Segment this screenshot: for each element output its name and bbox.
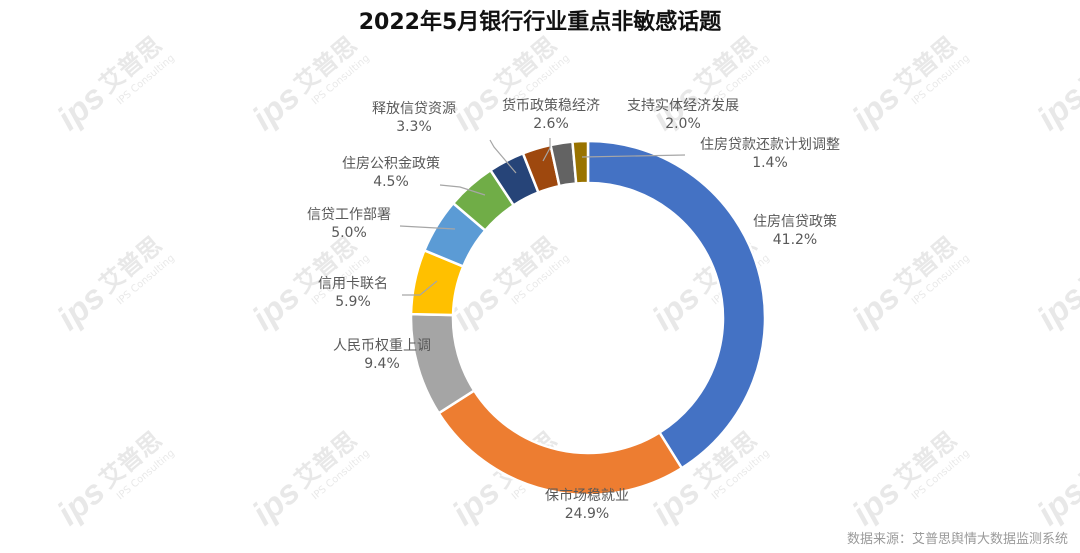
leader-line bbox=[402, 280, 438, 296]
data-source-note: 数据来源：艾普思舆情大数据监测系统 bbox=[846, 532, 1068, 547]
donut-slices bbox=[409, 139, 767, 497]
data-label: 保市场稳就业 24.9% bbox=[545, 487, 629, 522]
data-label: 住房贷款还款计划调整 1.4% bbox=[700, 137, 840, 171]
leader-line bbox=[542, 138, 551, 162]
leader-lines bbox=[399, 138, 686, 296]
svg-text:ips: ips bbox=[1030, 277, 1080, 338]
chart-title: 2022年5月银行行业重点非敏感话题 bbox=[358, 10, 722, 35]
data-label: 支持实体经济发展 2.0% bbox=[627, 98, 739, 132]
leader-line bbox=[439, 184, 486, 196]
data-label: 释放信贷资源 3.3% bbox=[372, 101, 456, 135]
data-label: 信用卡联名 5.9% bbox=[318, 276, 388, 310]
data-label: 信贷工作部署 5.0% bbox=[307, 207, 391, 241]
data-label: 住房公积金政策 4.5% bbox=[342, 155, 440, 190]
data-labels: 住房信贷政策 41.2% 保市场稳就业 24.9% 人民币权重上调 9.4% 信用卡联名 5.… bbox=[307, 97, 840, 522]
donut-slice bbox=[586, 139, 767, 470]
donut-slice bbox=[571, 139, 590, 185]
leader-line bbox=[489, 139, 517, 174]
leader-line bbox=[581, 154, 686, 158]
data-label: 住房信贷政策 41.2% bbox=[753, 213, 837, 248]
svg-text:ips: ips bbox=[1030, 472, 1080, 533]
leader-line bbox=[399, 225, 456, 230]
data-label: 货币政策稳经济 2.6% bbox=[502, 97, 600, 132]
data-label: 人民币权重上调 9.4% bbox=[333, 338, 431, 372]
svg-text:ips: ips bbox=[1030, 77, 1080, 138]
